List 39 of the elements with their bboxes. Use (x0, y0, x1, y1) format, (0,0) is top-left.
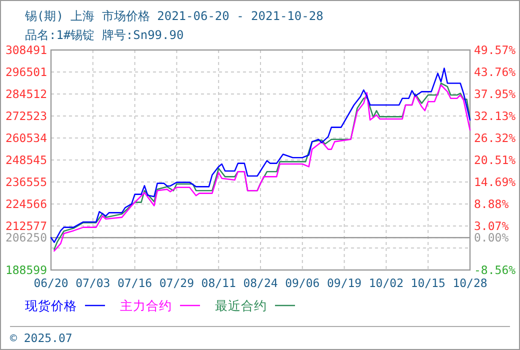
y-tick-label: 260534 (5, 131, 48, 145)
y2-tick-label: 32.13% (474, 109, 516, 124)
legend-label: 最近合约 (215, 298, 267, 313)
chart-subtitle: 品名:1#锡锭 牌号:Sn99.90 (25, 28, 184, 42)
legend-label: 现货价格 (25, 298, 77, 313)
y-tick-label: 206250 (5, 230, 48, 245)
y-tick-label: 308491 (5, 43, 48, 57)
x-tick-label: 07/16 (117, 276, 152, 290)
y-tick-label: 212577 (5, 219, 48, 233)
y2-tick-label: 14.69% (474, 175, 516, 190)
x-tick-label: 07/03 (76, 276, 110, 290)
x-tick-label: 06/20 (34, 276, 68, 290)
y-tick-label: 284512 (5, 87, 47, 101)
y-tick-label: 224566 (5, 197, 48, 211)
y-tick-label: 248545 (5, 153, 47, 167)
y2-tick-label: 0.00% (474, 230, 509, 245)
x-tick-label: 07/29 (159, 276, 194, 290)
y-tick-label: 236555 (5, 175, 47, 189)
y-tick-label: 188599 (5, 263, 48, 277)
y2-tick-label: 37.95% (474, 86, 516, 101)
x-tick-label: 09/06 (285, 276, 320, 290)
legend-label: 主力合约 (120, 298, 172, 313)
text: © 2025.07 (10, 331, 72, 345)
x-tick-label: 08/24 (243, 276, 278, 290)
x-tick-label: 10/02 (368, 276, 404, 290)
x-tick-label: 08/11 (201, 276, 236, 290)
y2-tick-label: 43.76% (474, 64, 516, 79)
x-tick-label: 09/19 (326, 276, 362, 290)
y2-tick-label: 3.07% (474, 218, 509, 233)
y2-tick-label: 8.88% (474, 196, 509, 211)
y2-tick-label: 26.32% (474, 130, 516, 145)
x-tick-label: 10/15 (410, 276, 446, 290)
chart-title: 锡(期) 上海 市场价格 2021-06-20 - 2021-10-28 (24, 9, 324, 23)
y2-tick-label: -8.56% (474, 263, 516, 277)
y2-tick-label: 49.57% (474, 43, 516, 57)
x-tick-label: 10/28 (452, 276, 488, 290)
y-tick-label: 272523 (5, 109, 48, 123)
y2-tick-label: 20.51% (474, 152, 516, 167)
y-tick-label: 296501 (5, 65, 48, 79)
